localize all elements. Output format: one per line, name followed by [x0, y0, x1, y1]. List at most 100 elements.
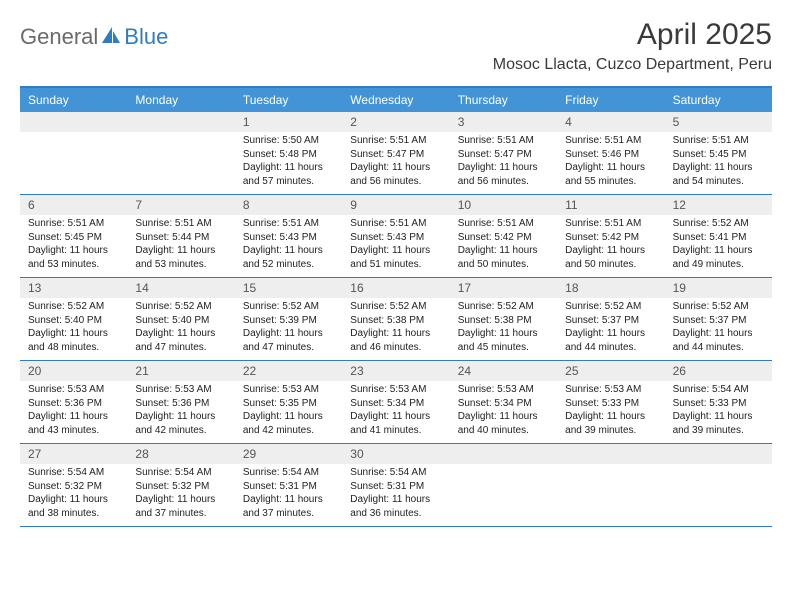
week-content-row: Sunrise: 5:51 AMSunset: 5:45 PMDaylight:…: [20, 215, 772, 278]
day-content: Sunrise: 5:53 AMSunset: 5:34 PMDaylight:…: [450, 381, 557, 443]
sunrise-text: Sunrise: 5:51 AM: [458, 217, 549, 231]
week-daynum-row: 12345: [20, 112, 772, 132]
sunrise-text: Sunrise: 5:52 AM: [243, 300, 334, 314]
sunrise-text: Sunrise: 5:54 AM: [243, 466, 334, 480]
day-content: [557, 464, 664, 526]
day-header-friday: Friday: [557, 88, 664, 112]
day-content: Sunrise: 5:54 AMSunset: 5:31 PMDaylight:…: [235, 464, 342, 526]
day-number: 15: [235, 278, 342, 298]
day-number: 9: [342, 195, 449, 215]
week-daynum-row: 6789101112: [20, 195, 772, 215]
logo-text-blue: Blue: [124, 24, 168, 50]
day-number: [127, 112, 234, 132]
sunset-text: Sunset: 5:43 PM: [350, 231, 441, 245]
day-number: 3: [450, 112, 557, 132]
daylight-text: Daylight: 11 hours and 39 minutes.: [565, 410, 656, 437]
logo-sail-icon: [100, 25, 122, 50]
day-content: Sunrise: 5:51 AMSunset: 5:43 PMDaylight:…: [235, 215, 342, 277]
sunrise-text: Sunrise: 5:53 AM: [458, 383, 549, 397]
sunrise-text: Sunrise: 5:51 AM: [565, 217, 656, 231]
sunrise-text: Sunrise: 5:52 AM: [28, 300, 119, 314]
day-number: [665, 444, 772, 464]
sunset-text: Sunset: 5:40 PM: [28, 314, 119, 328]
sunset-text: Sunset: 5:39 PM: [243, 314, 334, 328]
sunrise-text: Sunrise: 5:52 AM: [458, 300, 549, 314]
daylight-text: Daylight: 11 hours and 44 minutes.: [673, 327, 764, 354]
sunset-text: Sunset: 5:36 PM: [28, 397, 119, 411]
month-title: April 2025: [493, 18, 772, 52]
daylight-text: Daylight: 11 hours and 57 minutes.: [243, 161, 334, 188]
day-header-wednesday: Wednesday: [342, 88, 449, 112]
sunset-text: Sunset: 5:38 PM: [458, 314, 549, 328]
day-number: 25: [557, 361, 664, 381]
day-content: Sunrise: 5:53 AMSunset: 5:36 PMDaylight:…: [127, 381, 234, 443]
day-number: 21: [127, 361, 234, 381]
day-content: Sunrise: 5:54 AMSunset: 5:32 PMDaylight:…: [20, 464, 127, 526]
daylight-text: Daylight: 11 hours and 43 minutes.: [28, 410, 119, 437]
sunset-text: Sunset: 5:44 PM: [135, 231, 226, 245]
day-content: Sunrise: 5:51 AMSunset: 5:43 PMDaylight:…: [342, 215, 449, 277]
sunrise-text: Sunrise: 5:51 AM: [28, 217, 119, 231]
day-number: 13: [20, 278, 127, 298]
daylight-text: Daylight: 11 hours and 53 minutes.: [28, 244, 119, 271]
day-number: 2: [342, 112, 449, 132]
sunset-text: Sunset: 5:41 PM: [673, 231, 764, 245]
day-number: 19: [665, 278, 772, 298]
day-number: 23: [342, 361, 449, 381]
day-number: 24: [450, 361, 557, 381]
week-daynum-row: 27282930: [20, 444, 772, 464]
sunrise-text: Sunrise: 5:51 AM: [565, 134, 656, 148]
day-content: [127, 132, 234, 194]
sunset-text: Sunset: 5:42 PM: [458, 231, 549, 245]
day-content: Sunrise: 5:51 AMSunset: 5:44 PMDaylight:…: [127, 215, 234, 277]
sunset-text: Sunset: 5:47 PM: [458, 148, 549, 162]
day-number: 16: [342, 278, 449, 298]
sunset-text: Sunset: 5:37 PM: [565, 314, 656, 328]
day-header-thursday: Thursday: [450, 88, 557, 112]
daylight-text: Daylight: 11 hours and 54 minutes.: [673, 161, 764, 188]
day-header-monday: Monday: [127, 88, 234, 112]
day-number: 12: [665, 195, 772, 215]
day-content: Sunrise: 5:53 AMSunset: 5:34 PMDaylight:…: [342, 381, 449, 443]
day-number: 28: [127, 444, 234, 464]
sunset-text: Sunset: 5:47 PM: [350, 148, 441, 162]
logo: General Blue: [20, 18, 168, 50]
sunset-text: Sunset: 5:33 PM: [565, 397, 656, 411]
day-number: 10: [450, 195, 557, 215]
day-number: [557, 444, 664, 464]
sunrise-text: Sunrise: 5:51 AM: [350, 217, 441, 231]
sunrise-text: Sunrise: 5:51 AM: [458, 134, 549, 148]
week-daynum-row: 20212223242526: [20, 361, 772, 381]
daylight-text: Daylight: 11 hours and 42 minutes.: [135, 410, 226, 437]
sunrise-text: Sunrise: 5:51 AM: [135, 217, 226, 231]
day-content: Sunrise: 5:51 AMSunset: 5:47 PMDaylight:…: [450, 132, 557, 194]
day-number: 4: [557, 112, 664, 132]
sunrise-text: Sunrise: 5:54 AM: [135, 466, 226, 480]
day-content: Sunrise: 5:50 AMSunset: 5:48 PMDaylight:…: [235, 132, 342, 194]
sunrise-text: Sunrise: 5:50 AM: [243, 134, 334, 148]
day-number: 27: [20, 444, 127, 464]
day-number: 22: [235, 361, 342, 381]
logo-text-general: General: [20, 24, 98, 50]
sunrise-text: Sunrise: 5:53 AM: [28, 383, 119, 397]
week-daynum-row: 13141516171819: [20, 278, 772, 298]
day-content: [450, 464, 557, 526]
daylight-text: Daylight: 11 hours and 50 minutes.: [565, 244, 656, 271]
daylight-text: Daylight: 11 hours and 52 minutes.: [243, 244, 334, 271]
day-number: 26: [665, 361, 772, 381]
sunrise-text: Sunrise: 5:53 AM: [350, 383, 441, 397]
calendar: Sunday Monday Tuesday Wednesday Thursday…: [20, 86, 772, 527]
sunrise-text: Sunrise: 5:52 AM: [673, 300, 764, 314]
day-content: Sunrise: 5:54 AMSunset: 5:31 PMDaylight:…: [342, 464, 449, 526]
sunrise-text: Sunrise: 5:52 AM: [673, 217, 764, 231]
sunrise-text: Sunrise: 5:53 AM: [135, 383, 226, 397]
day-content: Sunrise: 5:52 AMSunset: 5:39 PMDaylight:…: [235, 298, 342, 360]
location: Mosoc Llacta, Cuzco Department, Peru: [493, 56, 772, 74]
week-content-row: Sunrise: 5:50 AMSunset: 5:48 PMDaylight:…: [20, 132, 772, 195]
day-number: 11: [557, 195, 664, 215]
day-content: Sunrise: 5:53 AMSunset: 5:33 PMDaylight:…: [557, 381, 664, 443]
day-number: 5: [665, 112, 772, 132]
sunset-text: Sunset: 5:38 PM: [350, 314, 441, 328]
day-content: Sunrise: 5:52 AMSunset: 5:40 PMDaylight:…: [127, 298, 234, 360]
daylight-text: Daylight: 11 hours and 38 minutes.: [28, 493, 119, 520]
